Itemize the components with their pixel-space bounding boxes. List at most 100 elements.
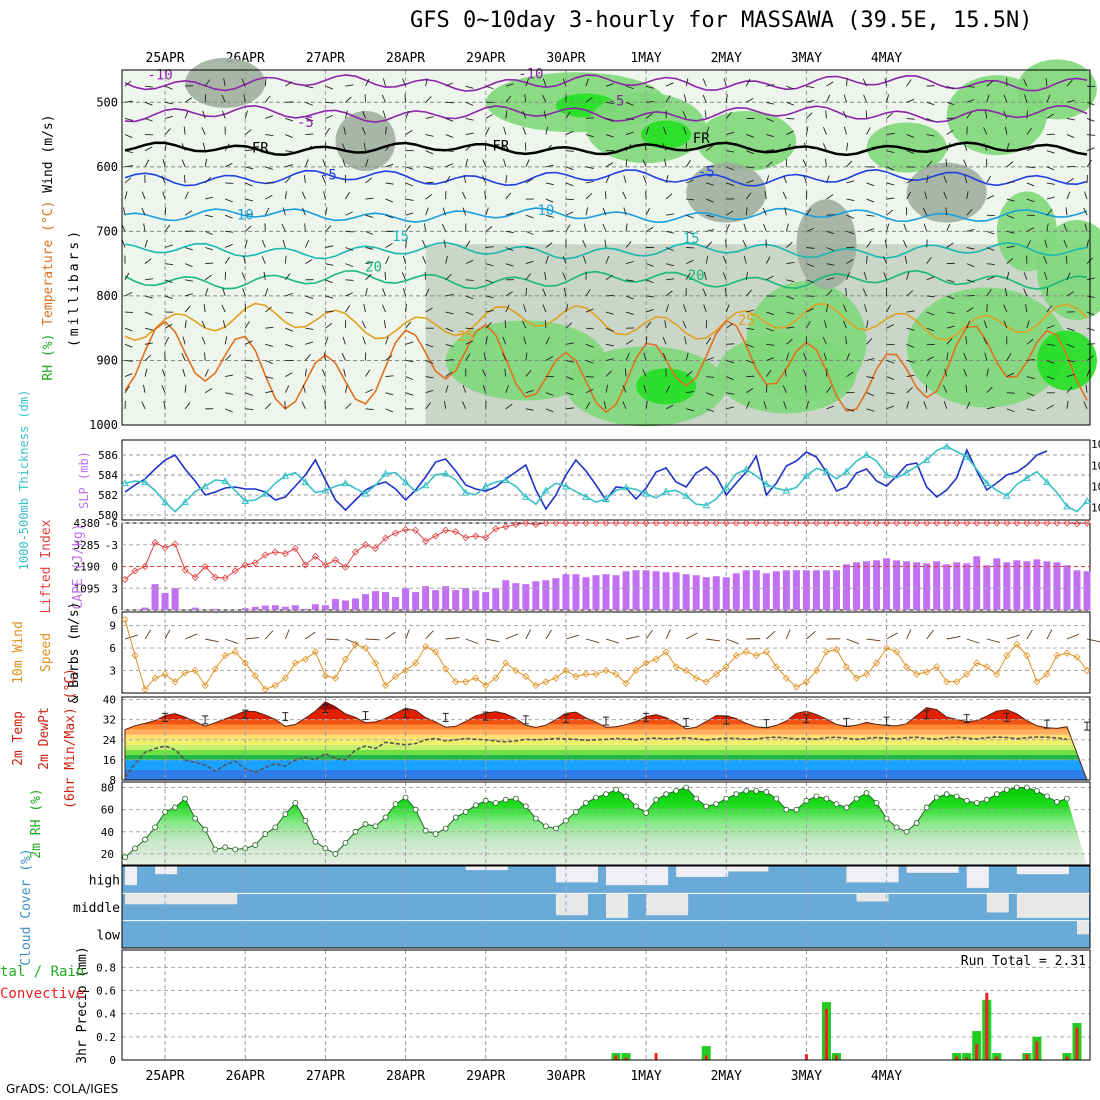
wind-barb <box>322 385 326 393</box>
wind10-marker <box>792 683 800 691</box>
wind-barb <box>505 263 514 267</box>
slp-marker <box>582 492 590 500</box>
wind-barb <box>766 327 774 332</box>
cape-bar <box>682 574 690 610</box>
date-label-bottom-29APR: 29APR <box>466 1069 505 1084</box>
wind-barb <box>425 402 431 410</box>
wind-barb <box>642 175 647 184</box>
wind-barb <box>565 342 574 345</box>
wind10-barb <box>766 630 776 640</box>
wind-barb <box>683 94 687 103</box>
dewpt-line <box>124 736 1068 778</box>
wind-barb <box>545 164 554 168</box>
wind10-marker <box>752 651 760 660</box>
wind10-marker <box>121 615 129 624</box>
li-marker <box>432 532 440 540</box>
rh2m-marker <box>583 800 589 806</box>
wind-barb <box>124 117 133 121</box>
li-marker <box>652 519 660 527</box>
wind-barb <box>763 401 767 410</box>
wind-barb <box>705 241 713 248</box>
cape-bar <box>301 608 309 610</box>
wind-barb <box>926 369 931 377</box>
wind-barb <box>362 336 366 345</box>
wind-barb <box>902 240 908 248</box>
wind-barb <box>602 223 607 232</box>
wind-barb <box>522 110 527 119</box>
wind-barb <box>545 408 554 413</box>
wind-barb <box>445 384 449 393</box>
wind-barb <box>504 368 507 377</box>
wind-barb <box>726 166 734 171</box>
li-marker <box>592 519 600 527</box>
wind10-barb <box>144 629 152 640</box>
wind-barb <box>1026 320 1030 329</box>
slp-marker <box>642 489 650 497</box>
wind-barb <box>542 94 547 103</box>
wind-barb <box>846 371 854 377</box>
wind10-barb <box>225 638 238 644</box>
date-label-top-4MAY: 4MAY <box>871 51 902 66</box>
rh2m-marker <box>923 804 930 811</box>
cloud-frame <box>121 865 1091 949</box>
wind-barb <box>1086 277 1095 281</box>
li-marker <box>532 520 540 529</box>
wind-barb <box>285 117 294 122</box>
wind-barb <box>1083 207 1088 216</box>
wind-barb <box>485 207 489 216</box>
wind10-ylabel: Speed <box>39 633 54 672</box>
cape-bar <box>361 594 370 610</box>
wind10-marker <box>832 645 841 654</box>
li-marker <box>331 556 340 564</box>
wind-barb <box>422 256 427 264</box>
wind-barb <box>445 117 454 122</box>
temp-band <box>125 744 1087 750</box>
wind-barb <box>305 259 313 265</box>
wind-barb <box>746 309 755 313</box>
wind-barb <box>625 85 634 90</box>
wind-barb <box>765 256 771 264</box>
wind-barb <box>846 258 854 265</box>
wind-barb <box>622 191 627 200</box>
wind-barb <box>284 273 291 281</box>
wind-barb <box>986 80 994 87</box>
rh2m-marker <box>452 814 459 821</box>
wind-barb <box>846 180 855 184</box>
wind-barb <box>585 150 594 155</box>
wind-barb <box>385 163 394 168</box>
rh-tick-20: 20 <box>101 848 114 861</box>
rh2m-marker <box>723 795 730 802</box>
wind-barb <box>525 178 533 184</box>
wind-barb <box>124 191 128 200</box>
wind-barb <box>402 78 407 87</box>
wind-barb <box>204 79 211 87</box>
li-marker <box>221 574 229 582</box>
wind-barb <box>605 117 614 122</box>
wind-barb <box>282 239 286 248</box>
wind-barb <box>966 228 975 232</box>
wind10-barb <box>806 630 816 640</box>
wind-barb <box>986 276 995 281</box>
wind-barb <box>201 336 206 345</box>
wind-barb <box>324 207 328 216</box>
wind10-barb <box>946 636 961 640</box>
wind10-marker <box>862 670 871 678</box>
wind-barb <box>746 150 754 155</box>
wind-barb <box>265 166 273 170</box>
contour-label: FR <box>492 139 509 155</box>
slp-marker <box>301 478 310 486</box>
cape-bar <box>382 592 390 610</box>
wind10-marker <box>301 655 309 663</box>
wind-barb <box>184 191 189 200</box>
cape-bar <box>732 573 740 610</box>
wind10-marker <box>1003 651 1011 660</box>
wind10-marker <box>1033 678 1041 686</box>
li-marker <box>903 519 911 527</box>
wind-barb <box>986 386 993 394</box>
cape-bar <box>832 570 840 610</box>
cloud-level-middle: middle <box>73 901 120 916</box>
wind-barb <box>605 370 612 377</box>
wind-barb <box>385 256 390 264</box>
slp-marker <box>962 452 971 460</box>
